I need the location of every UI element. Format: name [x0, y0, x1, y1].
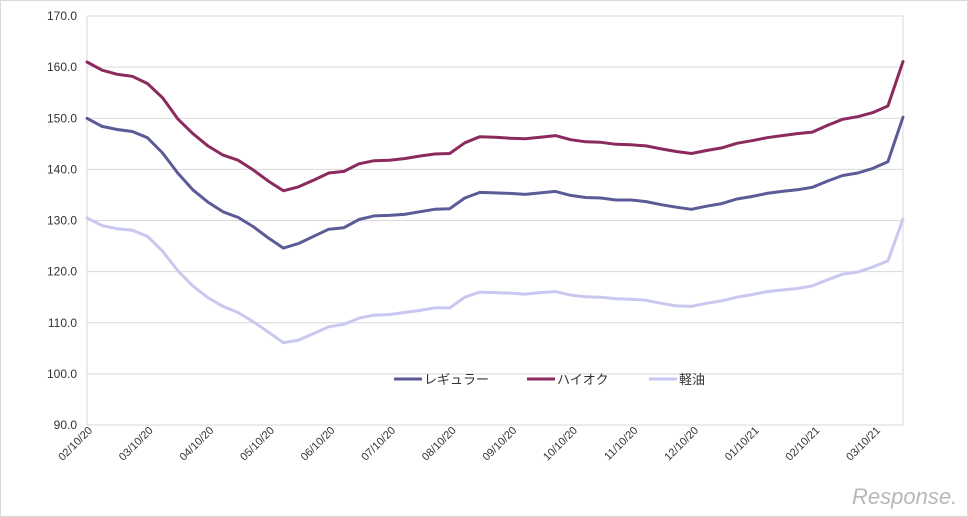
y-axis-ticks: 90.0 100.0 110.0 120.0 130.0 140.0 150.0 160.0 1…: [47, 9, 77, 432]
watermark: Response.: [852, 484, 957, 509]
legend: レギュラー ハイオク 軽油: [394, 372, 705, 387]
x-tick-label: 03/10/21: [844, 425, 883, 464]
x-tick-label: 01/10/21: [723, 425, 762, 464]
x-tick-label: 12/10/20: [662, 425, 701, 464]
y-tick-label: 170.0: [47, 9, 77, 23]
y-tick-label: 100.0: [47, 367, 77, 381]
y-tick-label: 150.0: [47, 111, 77, 125]
y-tick-label: 90.0: [54, 418, 78, 432]
legend-label: 軽油: [679, 372, 705, 387]
gridlines: [86, 15, 904, 426]
x-tick-label: 06/10/20: [299, 425, 338, 464]
series-line: [85, 60, 905, 193]
watermark-text: Response.: [852, 484, 957, 509]
series-line: [85, 216, 905, 345]
x-tick-label: 10/10/20: [541, 425, 580, 464]
series-lines: [85, 60, 905, 345]
x-tick-label: 11/10/20: [602, 425, 640, 463]
series-line: [85, 115, 905, 250]
x-tick-label: 04/10/20: [178, 425, 217, 464]
x-tick-label: 09/10/20: [481, 425, 520, 464]
x-tick-label: 03/10/20: [117, 425, 156, 464]
x-axis-ticks: 02/10/20 03/10/20 04/10/20 05/10/20 06/10/20…: [56, 425, 883, 464]
legend-label: レギュラー: [424, 372, 489, 387]
y-tick-label: 130.0: [47, 214, 77, 228]
y-tick-label: 120.0: [47, 265, 77, 279]
x-tick-label: 05/10/20: [238, 425, 277, 464]
y-tick-label: 110.0: [48, 316, 77, 330]
legend-label: ハイオク: [557, 372, 608, 387]
x-tick-label: 08/10/20: [420, 425, 459, 464]
x-tick-label: 02/10/21: [784, 425, 823, 464]
x-tick-label: 07/10/20: [359, 425, 398, 464]
y-tick-label: 140.0: [47, 162, 77, 176]
y-tick-label: 160.0: [47, 60, 77, 74]
